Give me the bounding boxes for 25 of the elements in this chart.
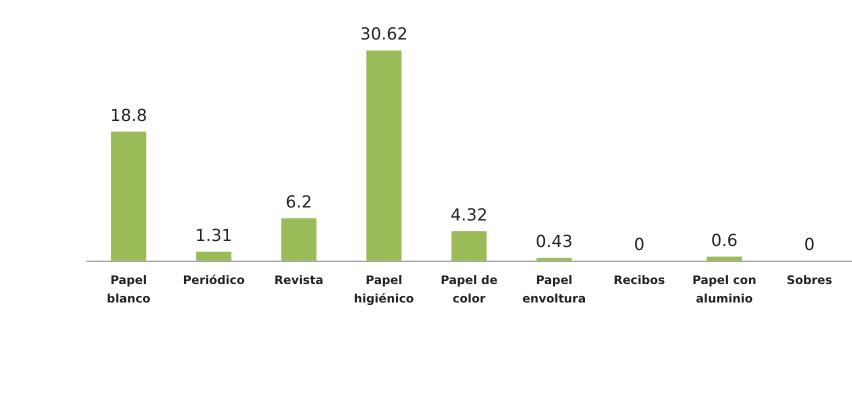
bar xyxy=(451,231,487,261)
data-label: 0 xyxy=(634,235,645,254)
data-label: 30.62 xyxy=(360,24,408,44)
x-tick-label: Papel con aluminio xyxy=(692,272,756,306)
x-tick-label: Sobres xyxy=(786,272,832,287)
bar xyxy=(196,252,232,261)
data-label: 6.2 xyxy=(286,192,312,212)
data-label: 0.43 xyxy=(536,232,573,252)
bar xyxy=(706,256,742,261)
data-label: 0 xyxy=(804,235,815,254)
data-label: 4.32 xyxy=(450,205,488,224)
x-tick-label: Recibos xyxy=(614,272,665,287)
bar xyxy=(281,218,316,261)
bar xyxy=(111,132,146,261)
x-tick-label: Papel higiénico xyxy=(354,272,414,306)
bar xyxy=(366,50,402,261)
x-tick-label: Papel envoltura xyxy=(522,272,586,306)
data-label: 0.6 xyxy=(711,230,738,250)
x-tick-label: Papel de color xyxy=(440,272,498,306)
x-tick-label: Revista xyxy=(274,272,324,287)
x-tick-label: Papel blanco xyxy=(106,272,150,306)
data-label: 18.8 xyxy=(110,106,148,125)
bar xyxy=(536,258,572,261)
data-label: 1.31 xyxy=(195,226,232,246)
x-tick-label: Periódico xyxy=(182,272,245,287)
